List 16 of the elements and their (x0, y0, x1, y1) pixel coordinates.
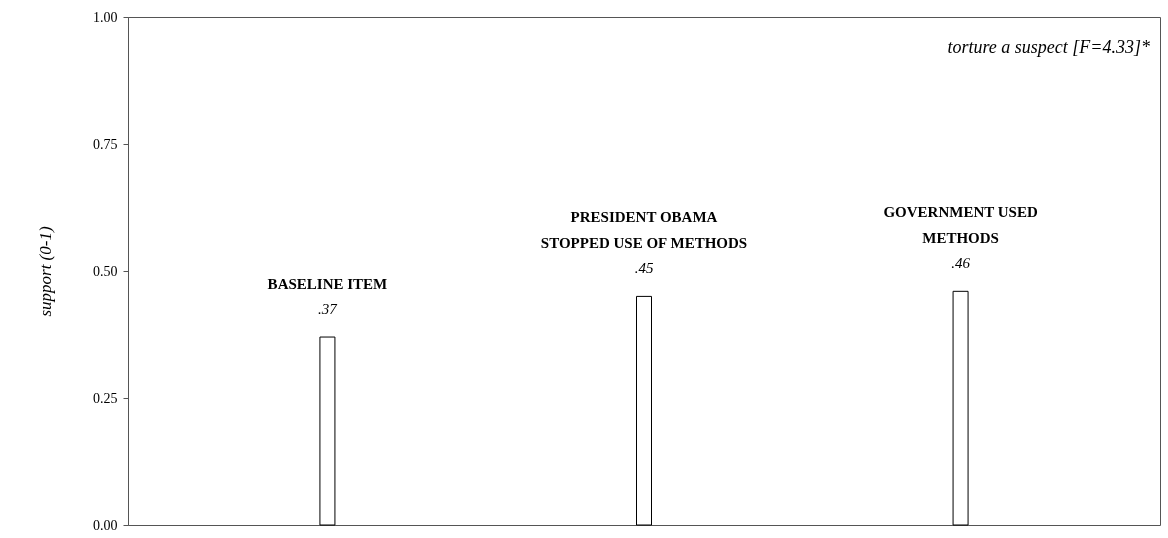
annotation: torture a suspect [F=4.33]* (947, 37, 1150, 57)
data-label: .46 (951, 255, 971, 272)
bar (636, 295, 652, 526)
y-tick-label: 0.50 (93, 263, 118, 279)
y-tick-label: 0.25 (93, 390, 118, 406)
y-tick-label: 0.00 (93, 517, 118, 533)
x-tick-label: GOVERNMENT USED METHODS (883, 204, 1038, 247)
x-tick-label: BASELINE ITEM (267, 276, 388, 293)
x-tick-label: PRESIDENT OBAMA STOPPED USE OF METHODS (540, 209, 748, 252)
y-axis-title: support (0-1) (36, 226, 55, 317)
data-label: .45 (634, 260, 654, 277)
y-tick-label: 0.75 (93, 136, 118, 152)
bar (319, 336, 336, 526)
data-label: .37 (318, 301, 339, 318)
y-tick-label: 1.00 (93, 9, 118, 25)
bar (952, 290, 969, 526)
